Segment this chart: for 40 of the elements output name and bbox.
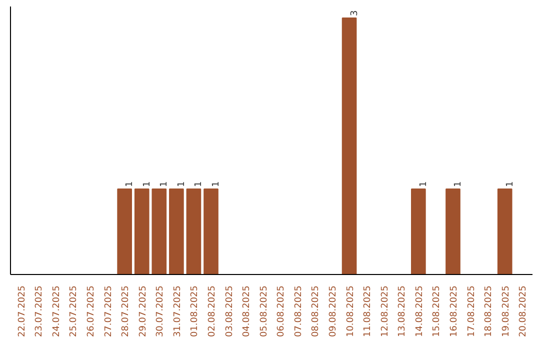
x-tick-label: 07.08.2025: [294, 286, 304, 338]
data-label: 1: [176, 181, 187, 188]
data-label: 1: [194, 181, 204, 188]
data-label: 3: [350, 10, 360, 16]
x-tick-label: 20.08.2025: [518, 286, 529, 338]
x-tick-label: 06.08.2025: [276, 286, 287, 338]
data-label: 1: [453, 181, 464, 188]
x-tick-label: 10.08.2025: [346, 286, 356, 338]
x-tick-label: 19.08.2025: [501, 286, 512, 338]
data-label: 1: [125, 181, 136, 188]
x-tick-label: 18.08.2025: [484, 286, 494, 338]
x-tick-label: 17.08.2025: [466, 286, 477, 338]
data-label: 1: [418, 181, 429, 188]
x-tick-label: 12.08.2025: [380, 286, 390, 338]
x-tick-label: 28.07.2025: [121, 286, 132, 338]
x-tick-label: 27.07.2025: [104, 286, 114, 338]
x-tick-label: 03.08.2025: [224, 286, 235, 338]
x-tick-label: 15.08.2025: [432, 286, 442, 338]
x-tick-label: 16.08.2025: [449, 286, 460, 338]
x-tick-label: 11.08.2025: [363, 286, 374, 338]
x-tick-label: 01.08.2025: [190, 286, 200, 338]
data-label: 1: [212, 181, 222, 188]
x-tick-label: 09.08.2025: [328, 286, 338, 338]
data-label: 1: [160, 181, 170, 188]
x-tick-label: 02.08.2025: [208, 286, 218, 338]
data-label: 1: [505, 181, 516, 188]
data-label: 1: [142, 181, 152, 188]
x-tick-label: 25.07.2025: [69, 286, 80, 338]
x-tick-label: 26.07.2025: [86, 286, 97, 338]
x-tick-label: 29.07.2025: [138, 286, 148, 338]
x-tick-label: 04.08.2025: [242, 286, 252, 338]
x-tick-label: 08.08.2025: [311, 286, 322, 338]
x-tick-label: 13.08.2025: [398, 286, 408, 338]
x-tick-label: 23.07.2025: [34, 286, 45, 338]
x-tick-label: 30.07.2025: [156, 286, 166, 338]
x-tick-label: 31.07.2025: [172, 286, 183, 338]
x-tick-label: 22.07.2025: [17, 286, 28, 338]
x-tick-label: 24.07.2025: [52, 286, 62, 338]
x-tick-label: 14.08.2025: [414, 286, 425, 338]
x-tick-label: 05.08.2025: [259, 286, 270, 338]
